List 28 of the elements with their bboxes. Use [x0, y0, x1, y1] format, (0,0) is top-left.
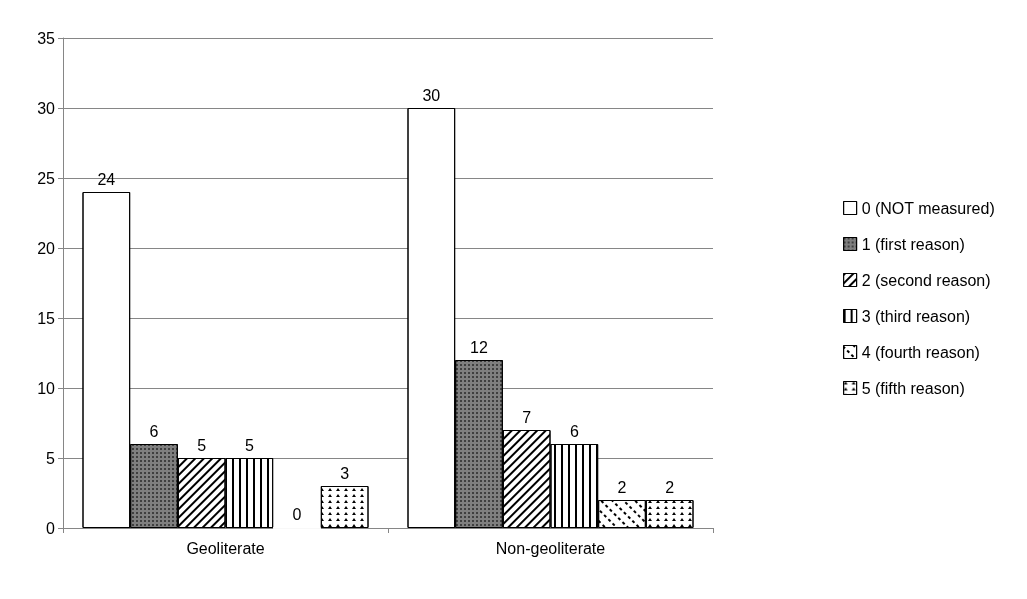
y-tick-label: 20 [37, 239, 56, 257]
data-label: 6 [149, 422, 159, 440]
data-label: 5 [197, 436, 207, 454]
y-tick-label: 0 [46, 519, 56, 537]
data-label: 7 [522, 408, 532, 426]
y-tick-label: 30 [37, 99, 56, 117]
legend-label: 4 (fourth reason) [861, 343, 980, 361]
data-label: 2 [617, 478, 627, 496]
data-label: 6 [569, 422, 579, 440]
data-label: 2 [665, 478, 675, 496]
y-tick-label: 15 [37, 309, 56, 327]
data-label: 3 [340, 464, 350, 482]
data-label: 24 [97, 170, 116, 188]
data-label: 30 [422, 86, 441, 104]
legend-label: 0 (NOT measured) [861, 199, 995, 217]
y-tick-label: 10 [37, 379, 56, 397]
data-label: 5 [244, 436, 254, 454]
legend-label: 2 (second reason) [861, 271, 991, 289]
y-tick-label: 5 [46, 449, 56, 467]
legend-label: 5 (fifth reason) [861, 379, 965, 397]
data-label: 0 [292, 506, 302, 523]
y-tick-label: 35 [37, 29, 56, 47]
x-tick-label: Geoliterate [186, 539, 265, 557]
y-tick-label: 25 [37, 169, 56, 187]
x-tick-label: Non-geoliterate [495, 539, 606, 557]
data-label: 12 [470, 338, 488, 356]
legend-label: 1 (first reason) [861, 235, 965, 253]
legend-label: 3 (third reason) [861, 307, 971, 325]
